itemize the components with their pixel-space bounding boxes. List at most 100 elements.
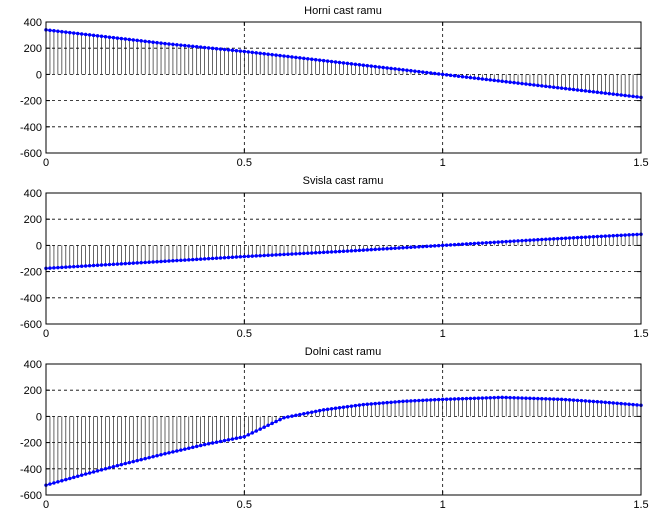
plot-area (46, 364, 641, 495)
y-tick-label: 0 (36, 411, 42, 423)
data-point (544, 237, 548, 242)
data-point (544, 397, 548, 401)
data-point (194, 444, 199, 449)
chart-title: Horni cast ramu (304, 5, 382, 17)
data-point (83, 264, 88, 268)
data-point (242, 434, 247, 439)
data-point (186, 258, 191, 262)
data-point (345, 404, 350, 409)
data-point (468, 396, 473, 401)
axes-box (45, 21, 642, 154)
x-tick-label: 1.5 (633, 328, 648, 340)
x-tick-label: 1 (440, 328, 446, 340)
data-point (524, 238, 528, 243)
data-point (246, 50, 251, 54)
data-point (405, 68, 409, 73)
data-point (468, 241, 473, 246)
data-point (607, 91, 612, 96)
data-point (397, 399, 401, 404)
data-point (183, 258, 187, 262)
data-point (305, 251, 310, 255)
data-point (99, 468, 104, 472)
data-point (607, 234, 612, 238)
data-point (230, 255, 235, 260)
data-point (444, 397, 449, 402)
data-point (254, 51, 259, 55)
data-point (619, 401, 623, 406)
data-point (321, 58, 326, 63)
data-point (385, 246, 389, 251)
data-point (405, 245, 409, 250)
data-point (520, 396, 524, 400)
data-point (555, 236, 560, 241)
data-point (623, 93, 627, 98)
data-point (432, 71, 437, 76)
data-point (107, 35, 112, 39)
data-point (504, 239, 508, 244)
data-point (488, 78, 493, 82)
data-point (512, 395, 516, 400)
data-point (325, 407, 330, 412)
data-point (52, 28, 56, 33)
data-point (302, 411, 306, 416)
data-point (119, 462, 124, 467)
data-point (123, 261, 128, 266)
data-point (194, 257, 199, 262)
data-point (222, 255, 227, 260)
x-tick-label: 1.5 (633, 157, 648, 169)
data-point (64, 265, 68, 269)
data-point (103, 466, 108, 471)
data-point (345, 249, 350, 253)
data-point (373, 247, 378, 252)
data-point (444, 243, 449, 247)
data-point (266, 52, 270, 57)
data-point (151, 40, 155, 45)
data-point (381, 401, 385, 405)
data-point (508, 395, 512, 400)
data-point (222, 47, 227, 52)
data-point (627, 402, 631, 407)
data-point (60, 265, 64, 270)
data-point (595, 234, 600, 239)
data-point (440, 397, 445, 402)
data-point (401, 245, 405, 250)
data-point (186, 44, 191, 48)
data-point (186, 446, 191, 451)
data-point (298, 56, 302, 60)
data-point (305, 57, 310, 61)
data-point (456, 74, 461, 79)
data-point (282, 54, 286, 58)
data-point (492, 395, 497, 400)
data-point (583, 89, 588, 93)
data-point (79, 32, 84, 36)
data-point (615, 233, 620, 238)
y-tick-label: 0 (36, 240, 42, 252)
data-point (131, 38, 136, 42)
data-point (83, 32, 88, 37)
data-point (226, 255, 231, 260)
data-point (329, 250, 334, 254)
data-point (71, 264, 76, 269)
x-tick-label: 0.5 (237, 328, 252, 340)
data-point (95, 469, 100, 473)
data-point (532, 396, 536, 401)
data-point (143, 260, 147, 265)
y-tick-label: -400 (20, 293, 42, 305)
data-point (524, 82, 528, 86)
data-point (508, 80, 512, 84)
data-point (282, 252, 286, 257)
data-point (270, 253, 274, 257)
data-point (341, 405, 346, 410)
data-point (436, 72, 441, 76)
data-point (79, 473, 84, 477)
data-point (313, 250, 318, 255)
data-point (167, 42, 171, 46)
data-point (91, 263, 96, 268)
data-point (448, 397, 453, 401)
data-point (226, 48, 231, 52)
data-point (171, 450, 175, 454)
data-point (230, 437, 235, 441)
data-point (230, 48, 235, 53)
data-point (595, 399, 600, 404)
data-point (309, 57, 314, 62)
